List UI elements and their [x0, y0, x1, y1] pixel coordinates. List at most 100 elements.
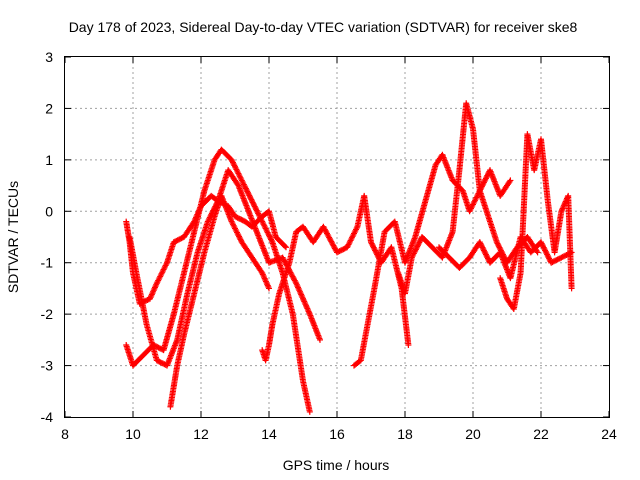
data-point — [266, 232, 272, 239]
data-point — [247, 195, 254, 202]
data-point — [466, 208, 473, 215]
data-point — [160, 266, 167, 273]
data-point — [250, 200, 257, 207]
data-point — [283, 244, 289, 251]
data-point — [261, 222, 268, 229]
data-point — [155, 277, 162, 284]
data-point — [372, 248, 379, 255]
data-point — [540, 244, 547, 251]
data-point — [467, 205, 474, 212]
data-point — [234, 229, 241, 236]
data-point — [232, 226, 239, 233]
data-point — [232, 225, 238, 232]
y-tick-label: -2 — [41, 306, 54, 322]
data-point — [246, 193, 253, 200]
data-point — [229, 221, 236, 228]
data-point — [233, 166, 240, 173]
data-point — [496, 244, 503, 251]
data-point — [229, 158, 236, 165]
data-point — [239, 178, 246, 185]
data-point — [481, 178, 488, 185]
data-point — [368, 240, 375, 247]
data-point — [235, 232, 242, 239]
data-point — [414, 243, 421, 250]
x-tick-label: 8 — [61, 426, 69, 442]
x-tick-label: 22 — [533, 426, 549, 442]
data-point — [481, 248, 488, 255]
data-point — [482, 175, 489, 182]
data-point — [411, 249, 418, 256]
data-point — [155, 276, 162, 283]
data-point — [281, 243, 288, 250]
data-point — [349, 233, 356, 240]
data-point — [204, 218, 211, 225]
data-point — [350, 231, 357, 238]
data-point — [416, 238, 423, 245]
data-point — [249, 198, 255, 204]
data-point — [244, 188, 251, 195]
data-point — [538, 240, 545, 247]
data-point — [236, 233, 243, 240]
data-point — [351, 229, 358, 236]
data-points — [123, 100, 575, 415]
data-point — [243, 187, 250, 194]
data-point — [260, 221, 267, 228]
data-point — [242, 185, 249, 192]
data-point — [156, 274, 163, 281]
data-point — [229, 159, 236, 166]
data-point — [258, 217, 265, 224]
data-point — [228, 156, 235, 163]
data-point — [478, 241, 485, 248]
data-point — [246, 192, 253, 199]
data-point — [242, 184, 249, 191]
data-point — [543, 250, 550, 257]
y-tick-label: -3 — [41, 358, 54, 374]
data-point — [161, 265, 168, 272]
data-point — [568, 249, 575, 256]
series-sat-g — [395, 100, 541, 297]
data-point — [348, 236, 355, 243]
x-tick-label: 12 — [193, 426, 209, 442]
data-point — [409, 253, 416, 260]
data-point — [154, 278, 161, 285]
data-point — [161, 263, 168, 270]
data-point — [469, 202, 476, 209]
data-point — [257, 215, 264, 222]
data-point — [369, 241, 376, 248]
data-point — [470, 200, 477, 207]
data-point — [268, 237, 275, 244]
data-point — [410, 250, 417, 257]
data-point — [538, 239, 544, 246]
series-sat-h — [497, 131, 575, 312]
data-point — [234, 230, 241, 237]
data-point — [472, 195, 479, 202]
data-point — [157, 273, 164, 280]
data-point — [254, 208, 261, 215]
data-point — [484, 254, 491, 261]
y-tick-label: 1 — [45, 152, 53, 168]
data-point — [408, 254, 415, 261]
series-sat-d — [167, 192, 272, 410]
data-point — [159, 267, 166, 274]
series-sat-i — [436, 234, 575, 282]
data-point — [248, 196, 255, 203]
data-point — [259, 218, 266, 225]
data-point — [482, 250, 489, 257]
data-point — [353, 225, 360, 232]
data-point — [546, 255, 553, 262]
data-point — [240, 180, 247, 187]
data-point — [231, 162, 238, 169]
data-point — [344, 242, 351, 249]
data-point — [479, 182, 486, 189]
data-point — [370, 243, 377, 250]
data-point — [368, 239, 374, 246]
data-point — [255, 211, 262, 218]
data-point — [245, 191, 252, 198]
data-point — [352, 227, 359, 234]
data-point — [351, 230, 357, 237]
data-point — [162, 262, 169, 269]
x-tick-label: 10 — [125, 426, 141, 442]
data-point — [483, 252, 490, 259]
data-point — [264, 229, 271, 236]
